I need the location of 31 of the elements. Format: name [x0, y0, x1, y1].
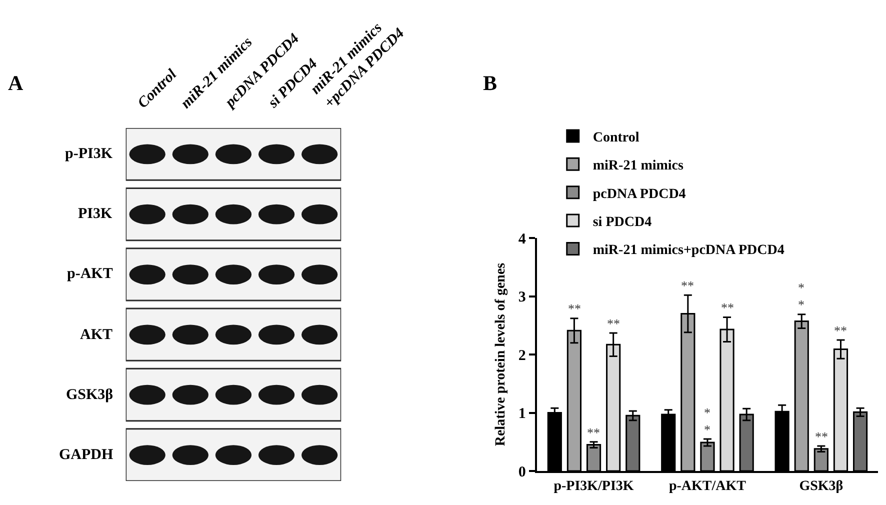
y-tick-label: 1: [518, 406, 526, 422]
y-tick-label: 4: [518, 231, 526, 248]
legend-label: miR-21 mimics+pcDNA PDCD4: [592, 243, 784, 258]
y-axis-title: Relative protein levels of genes: [494, 262, 509, 446]
legend-label: si PDCD4: [592, 215, 652, 230]
category-label: GSK3β: [66, 387, 114, 403]
y-tick-label: 2: [518, 348, 526, 364]
data-label: **: [568, 301, 581, 316]
data-label: * *: [704, 405, 710, 437]
y-tick-label: 3: [518, 290, 526, 306]
legend-label: pcDNA PDCD4: [592, 186, 686, 202]
data-label: * *: [798, 280, 804, 312]
legend-label: Control: [592, 130, 640, 146]
chart-title: B: [483, 71, 498, 95]
legend-label: miR-21 mimics: [592, 158, 684, 174]
y-tick-label: 0: [518, 464, 526, 480]
x-tick-label: GSK3β: [799, 478, 844, 494]
text: A: [8, 71, 24, 95]
x-tick-label: p-PI3K/PI3K: [554, 478, 634, 494]
data-label: **: [834, 323, 847, 338]
data-label: **: [681, 278, 694, 293]
data-label: **: [815, 429, 828, 444]
data-label: **: [607, 316, 620, 331]
category-label: AKT: [80, 327, 113, 343]
x-tick-label: p-AKT/AKT: [668, 478, 747, 494]
category-label: GAPDH: [59, 447, 114, 463]
data-label: **: [587, 425, 600, 440]
category-label: p-AKT: [67, 266, 113, 282]
category-label: p-PI3K: [65, 146, 113, 162]
data-label: **: [721, 300, 734, 315]
category-label: PI3K: [78, 206, 112, 222]
